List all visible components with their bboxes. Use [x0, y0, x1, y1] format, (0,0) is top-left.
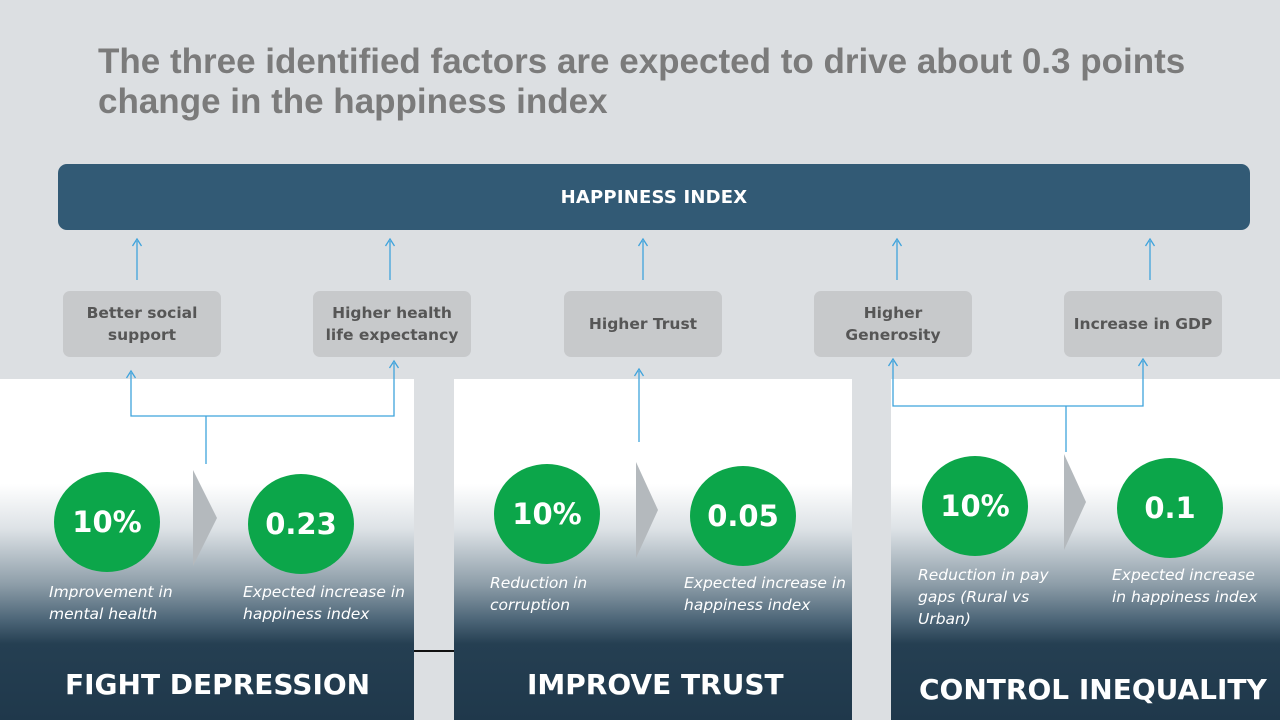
happiness-index-bar: HAPPINESS INDEX [58, 164, 1250, 230]
factor-gdp: Increase in GDP [1064, 291, 1222, 357]
impact-circle: 0.23 [248, 474, 354, 574]
factor-health-life-expectancy: Higher health life expectancy [313, 291, 471, 357]
pillar-title-fight-depression: FIGHT DEPRESSION [65, 668, 371, 701]
driver-circle: 10% [494, 464, 600, 564]
driver-circle: 10% [54, 472, 160, 572]
impact-label: Expected increase in happiness index [684, 574, 846, 614]
pillar-title-improve-trust: IMPROVE TRUST [527, 668, 784, 701]
factor-generosity: Higher Generosity [814, 291, 972, 357]
impact-label: Expected increase in happiness index [243, 583, 405, 623]
factor-trust: Higher Trust [564, 291, 722, 357]
happiness-index-label: HAPPINESS INDEX [560, 186, 748, 208]
pillar-title-control-inequality: CONTROL INEQUALITY [919, 673, 1267, 706]
driver-label: Reduction in corruption [490, 574, 588, 614]
impact-label: Expected increase in happiness index [1112, 566, 1258, 606]
impact-circle: 0.05 [690, 466, 796, 566]
driver-circle: 10% [922, 456, 1028, 556]
driver-label: Improvement in mental health [49, 583, 173, 623]
driver-label: Reduction in pay gaps (Rural vs Urban) [918, 566, 1049, 628]
slide-title: The three identified factors are expecte… [98, 42, 1186, 121]
chevron-arrow-icon [1064, 454, 1086, 550]
impact-circle: 0.1 [1117, 458, 1223, 558]
chevron-arrow-icon [193, 470, 217, 566]
chevron-arrow-icon [636, 462, 658, 558]
factor-social-support: Better social support [63, 291, 221, 357]
